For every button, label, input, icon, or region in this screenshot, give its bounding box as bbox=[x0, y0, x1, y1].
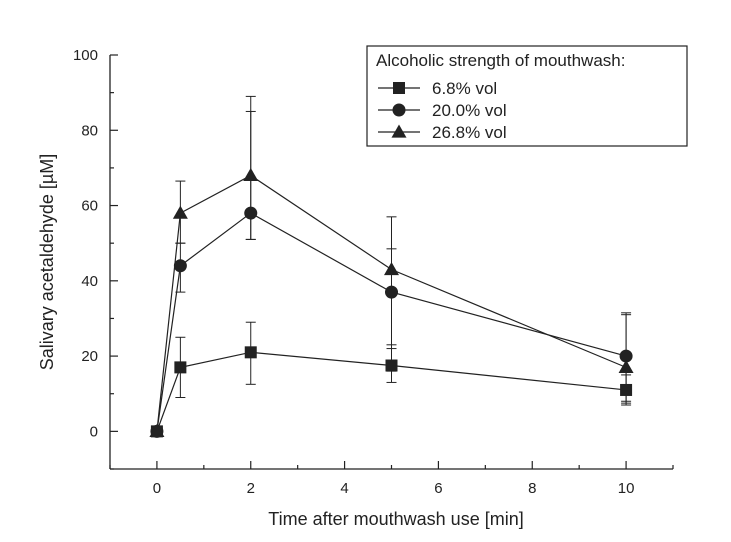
data-point-circle bbox=[385, 285, 398, 299]
legend-title: Alcoholic strength of mouthwash: bbox=[376, 51, 625, 70]
legend-marker-square bbox=[393, 82, 405, 94]
data-point-circle bbox=[173, 259, 187, 273]
x-axis-label: Time after mouthwash use [min] bbox=[268, 509, 523, 529]
series-markers bbox=[149, 167, 634, 438]
data-point-triangle bbox=[384, 262, 399, 276]
legend-label: 26.8% vol bbox=[432, 123, 507, 142]
legend: Alcoholic strength of mouthwash: 6.8% vo… bbox=[366, 45, 688, 147]
y-tick-label: 80 bbox=[81, 122, 98, 139]
legend-label: 20.0% vol bbox=[432, 101, 507, 120]
data-point-square bbox=[620, 383, 633, 396]
x-tick-label: 0 bbox=[153, 480, 161, 497]
data-point-triangle bbox=[243, 167, 259, 182]
x-tick-label: 8 bbox=[528, 480, 536, 497]
y-tick-label: 100 bbox=[73, 47, 98, 64]
data-point-circle bbox=[244, 206, 258, 220]
y-tick-label: 60 bbox=[81, 198, 98, 215]
y-tick-label: 0 bbox=[90, 423, 98, 440]
x-tick-label: 10 bbox=[618, 480, 635, 497]
data-point-triangle bbox=[149, 423, 165, 437]
y-axis-label: Salivary acetaldehyde [µM] bbox=[37, 154, 57, 370]
data-point-square bbox=[244, 346, 257, 359]
x-tick-label: 2 bbox=[247, 480, 255, 497]
legend-marker-circle bbox=[392, 103, 406, 117]
y-tick-label: 20 bbox=[81, 348, 98, 365]
legend-label: 6.8% vol bbox=[432, 79, 497, 98]
x-tick-label: 4 bbox=[340, 480, 348, 497]
legend-box bbox=[366, 45, 688, 147]
data-point-triangle bbox=[618, 359, 634, 374]
legend-items: 6.8% vol 20.0% vol 26.8% vol bbox=[378, 79, 507, 142]
x-tick-label: 6 bbox=[434, 480, 442, 497]
data-point-circle bbox=[619, 349, 633, 363]
data-point-square bbox=[174, 361, 187, 374]
axes: 0 20 40 60 80 100 0 2 4 6 8 10 bbox=[73, 47, 674, 497]
y-tick-label: 40 bbox=[81, 273, 98, 290]
legend-marker-triangle bbox=[391, 124, 407, 138]
data-point-square bbox=[385, 359, 398, 372]
data-point-triangle bbox=[172, 205, 188, 219]
